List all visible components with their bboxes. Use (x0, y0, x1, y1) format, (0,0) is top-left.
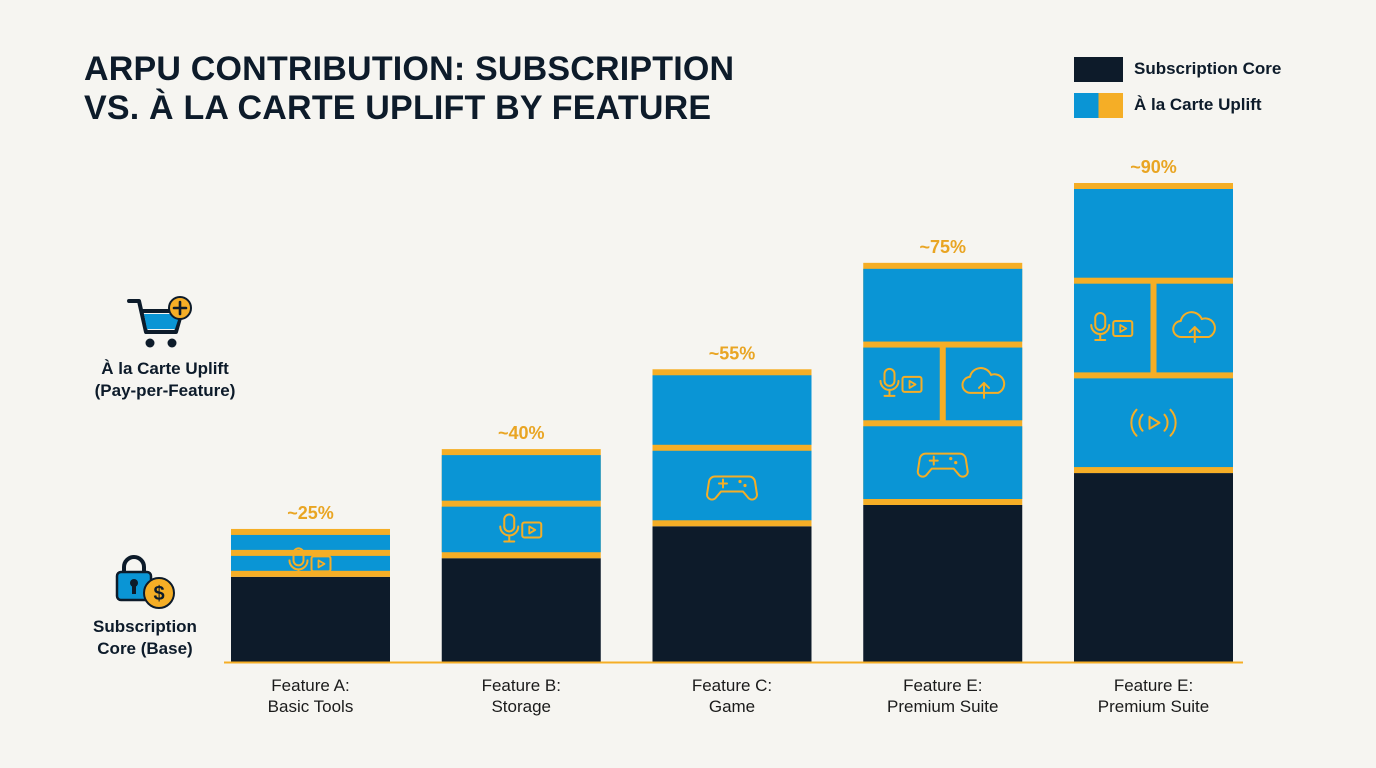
uplift-block (1074, 378, 1233, 468)
bar-total-label: ~25% (287, 503, 334, 523)
x-tick-label: Feature E: (1114, 676, 1193, 695)
mic-video-icon (288, 547, 332, 577)
uplift-block (863, 268, 1023, 342)
x-tick-label: Feature C: (692, 676, 772, 695)
bar-total-label: ~90% (1130, 157, 1177, 177)
bar-total-label: ~55% (709, 343, 756, 363)
legend-swatch-uplift (1074, 93, 1123, 118)
x-tick-label: Premium Suite (887, 697, 998, 716)
x-tick-label: Feature B: (482, 676, 561, 695)
uplift-axis-label-line-2: (Pay-per-Feature) (94, 381, 236, 400)
legend-label-uplift: À la Carte Uplift (1134, 95, 1262, 114)
core-axis-label-line-1: Subscription (93, 617, 197, 636)
legend-label-core: Subscription Core (1134, 59, 1282, 78)
gamepad-icon (706, 475, 758, 501)
bar-core-segment (652, 526, 812, 662)
bar-core-segment (1074, 473, 1233, 662)
svg-text:$: $ (153, 583, 164, 605)
bar-core-segment (231, 576, 390, 662)
uplift-axis-label: À la Carte Uplift (Pay-per-Feature) (72, 358, 258, 402)
x-tick-label: Game (709, 697, 755, 716)
legend-swatch-core (1074, 57, 1123, 82)
broadcast-play-icon (1130, 408, 1177, 437)
uplift-axis-label-line-1: À la Carte Uplift (101, 359, 229, 378)
chart-title-line-2: VS. À LA CARTE UPLIFT BY FEATURE (84, 89, 712, 127)
chart-title-line-1: ARPU CONTRIBUTION: SUBSCRIPTION (84, 50, 735, 88)
bar-group (231, 528, 390, 662)
bar-group (652, 369, 812, 662)
gamepad-icon (916, 452, 969, 478)
core-axis-label-line-2: Core (Base) (97, 639, 193, 658)
bar-group (441, 449, 601, 662)
lock-dollar-icon: $ (115, 555, 175, 609)
chart-title: ARPU CONTRIBUTION: SUBSCRIPTION VS. À LA… (84, 50, 734, 128)
x-tick-label: Feature A: (271, 676, 349, 695)
uplift-block (652, 450, 812, 521)
bar-group (1074, 183, 1233, 662)
x-tick-label: Premium Suite (1098, 697, 1209, 716)
cloud-upload-icon (1172, 311, 1216, 344)
x-tick-label: Feature E: (903, 676, 982, 695)
mic-video-icon (1090, 312, 1134, 342)
uplift-block (231, 534, 390, 550)
mic-video-icon (879, 367, 923, 397)
bar-group (863, 262, 1023, 662)
uplift-block (652, 375, 812, 445)
uplift-block (863, 426, 1023, 499)
x-tick-label: Basic Tools (268, 697, 354, 716)
core-axis-label: Subscription Core (Base) (72, 616, 218, 660)
bar-core-segment (863, 504, 1023, 662)
bar-total-label: ~75% (919, 237, 966, 257)
shopping-cart-plus-icon (127, 296, 192, 348)
cloud-upload-icon (961, 367, 1006, 399)
bar-core-segment (441, 558, 601, 662)
mic-video-icon (499, 513, 543, 543)
bar-total-label: ~40% (498, 423, 545, 443)
uplift-block (1074, 189, 1233, 278)
uplift-block (441, 455, 601, 501)
x-tick-label: Storage (491, 697, 551, 716)
